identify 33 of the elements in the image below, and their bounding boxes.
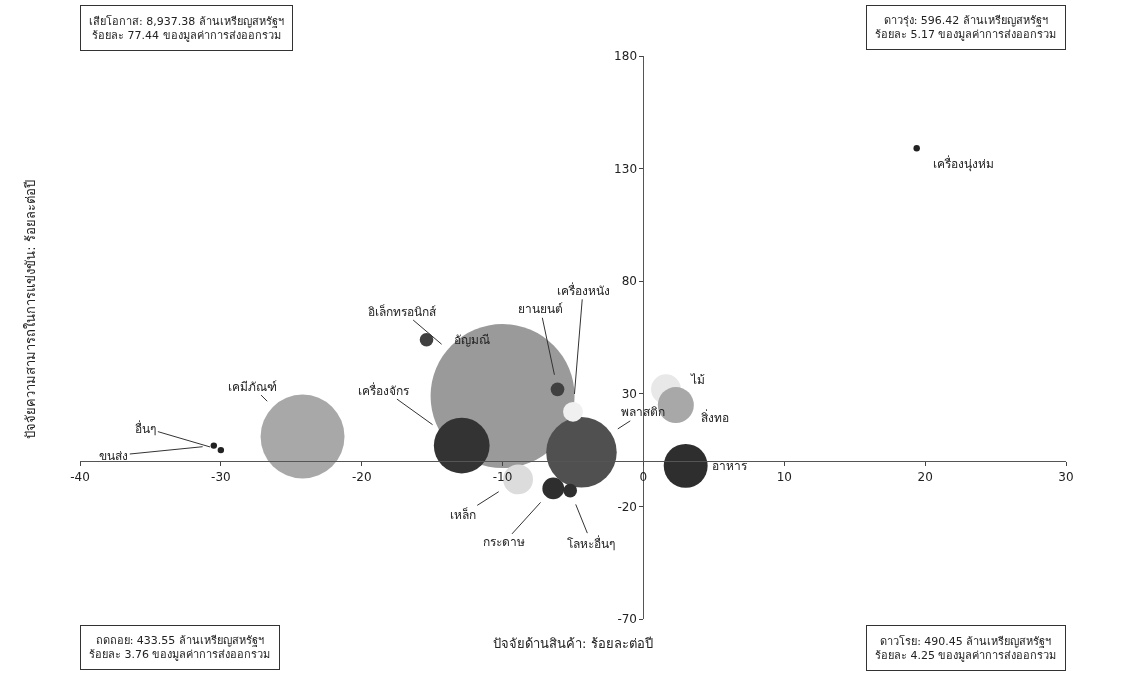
annotation: โลหะอื่นๆ [567, 535, 615, 551]
x-tick-label: -10 [492, 469, 513, 484]
text: ดาวรุ่ง: 596.42 ล้านเหรียญสหรัฐฯ ร้อยละ 5.17 ของมูลค่าการส่งออกรวม [875, 14, 1057, 42]
x-tick-label: -20 [351, 469, 372, 484]
annotation: เคมีภัณฑ์ [228, 380, 277, 394]
text: ถดถอย: 433.55 ล้านเหรียญสหรัฐฯ ร้อยละ 3.76 ของมูลค่าการส่งออกรวม [89, 634, 271, 662]
annotation: เครื่องหนัง [557, 282, 610, 298]
y-axis-title: ปัจจัยความสามารถในการแข่งขัน: ร้อยละต่อปี [22, 180, 38, 439]
y-tick-label: 30 [621, 387, 638, 401]
y-tick-label: 180 [614, 49, 638, 64]
annotation: ยานยนต์ [518, 302, 563, 316]
text: ดาวโรย: 490.45 ล้านเหรียญสหรัฐฯ ร้อยละ 4.25 ของมูลค่าการส่งออกรวม [875, 634, 1057, 663]
text: เสียโอกาส: 8,937.38 ล้านเหรียญสหรัฐฯ ร้อยละ 77.44 ของมูลค่าการส่งออกรวม [89, 14, 284, 43]
x-tick-label: 20 [917, 469, 933, 484]
x-tick-label: 10 [776, 469, 792, 484]
annotation: อื่นๆ [135, 420, 156, 436]
annotation: เหล็ก [450, 507, 476, 522]
annotation: เครื่องจักร [358, 382, 410, 398]
annotation: สิ่งทอ [701, 409, 729, 425]
annotation: ไม้ [690, 373, 705, 387]
annotation: กระดาษ [483, 535, 525, 549]
annotation: ขนส่ง [99, 449, 128, 463]
x-tick-label: -40 [70, 469, 90, 484]
y-tick-label: 130 [614, 161, 638, 176]
x-tick-label: 30 [1058, 469, 1074, 484]
annotation: อาหาร [712, 459, 748, 473]
y-tick-label: -20 [617, 499, 638, 514]
x-tick-label: -30 [211, 469, 231, 484]
y-tick-label: 80 [621, 274, 638, 289]
x-axis-title: ปัจจัยด้านสินค้า: ร้อยละต่อปี [493, 636, 653, 651]
annotation: เครื่องนุ่งห่ม [933, 155, 994, 172]
annotation: อิเล็กทรอนิกส์ [368, 304, 437, 319]
y-tick-label: -70 [617, 612, 638, 627]
